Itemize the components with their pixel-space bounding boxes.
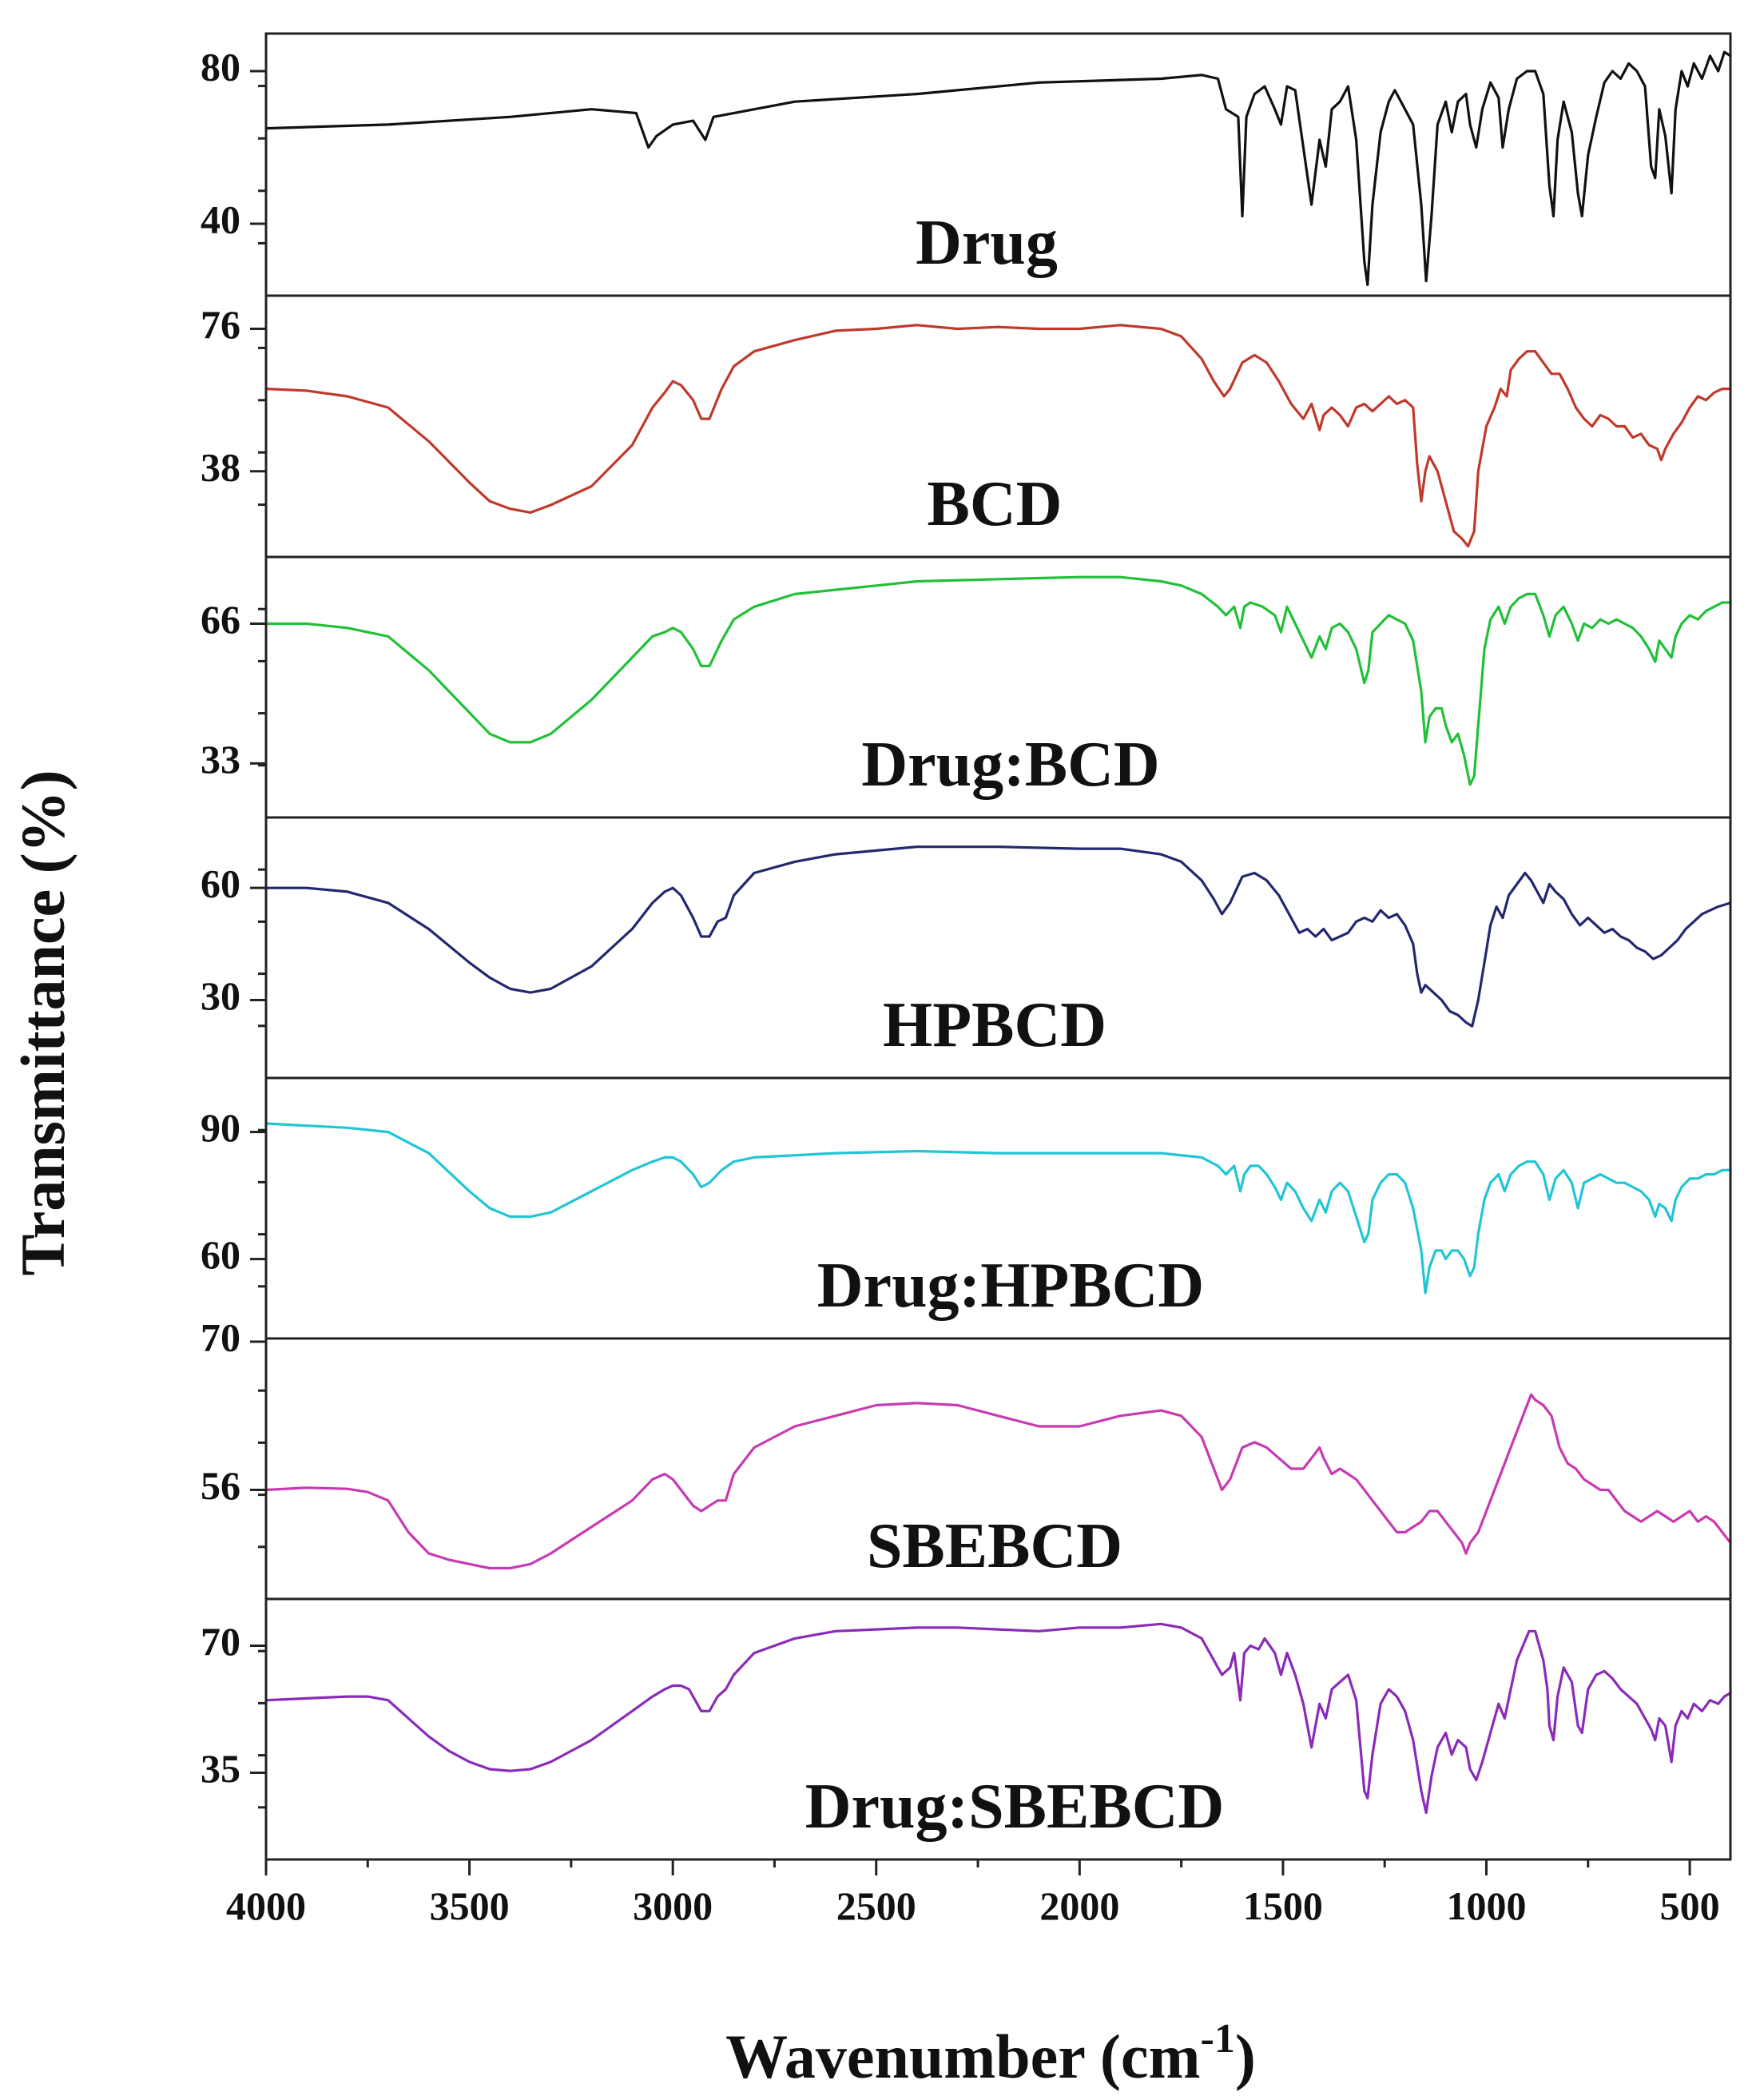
y-tick-label: 76: [201, 302, 240, 347]
y-tick-label: 38: [201, 444, 240, 489]
series-drug-bcd: [264, 575, 1732, 786]
series-bcd: [264, 324, 1732, 548]
series-sbebcd: [264, 1393, 1732, 1570]
y-tick-label: 80: [201, 44, 240, 89]
y-tick-label: 90: [201, 1105, 240, 1150]
panel-label: HPBCD: [883, 990, 1106, 1060]
x-axis-title: Wavenumber (cm-1): [725, 2016, 1256, 2091]
x-tick-label: 2500: [836, 1883, 916, 1928]
series-drug: [264, 50, 1732, 286]
y-axis-title: Transmittance (%): [8, 770, 77, 1275]
series-drug-sbebcd: [264, 1622, 1732, 1815]
panel-label: Drug:SBEBCD: [805, 1772, 1225, 1842]
y-tick-label: 60: [201, 861, 240, 906]
panel-4: 90 60 Drug:HPBCD: [201, 1105, 1732, 1340]
x-tick-label: 3500: [430, 1883, 510, 1928]
y-tick-label: 56: [201, 1463, 240, 1508]
x-tick-label: 1000: [1447, 1883, 1527, 1928]
plot-frame: [264, 32, 1732, 1861]
x-tick-label: 2000: [1039, 1883, 1119, 1928]
panel-label: SBEBCD: [867, 1511, 1122, 1581]
x-tick-label: 1500: [1243, 1883, 1323, 1928]
y-tick-label: 33: [201, 737, 240, 782]
y-tick-label: 40: [201, 197, 240, 241]
x-tick-label: 3000: [633, 1883, 713, 1928]
series-hpbcd: [264, 845, 1732, 1028]
panel-label: Drug:HPBCD: [817, 1251, 1204, 1321]
panel-6: 70 35 Drug:SBEBCD: [201, 1619, 1732, 1842]
panel-3: 60 30 HPBCD: [201, 845, 1732, 1080]
y-tick-label: 70: [201, 1619, 240, 1664]
panel-label: Drug: [916, 208, 1058, 278]
panel-label: BCD: [928, 469, 1063, 539]
y-tick-label: 70: [201, 1314, 240, 1359]
panel-1: 76 38 BCD: [201, 302, 1732, 559]
panels: 80 40 Drug 76 38 BCD 66 33 Drug:BCD 60 30 HPBCD 90 60…: [201, 44, 1732, 1842]
y-tick-label: 66: [201, 597, 240, 642]
x-tick-label: 4000: [226, 1883, 306, 1928]
y-tick-label: 35: [201, 1746, 240, 1791]
panel-0: 80 40 Drug: [201, 44, 1732, 297]
x-axis: 4000 3500 3000 2500 2000 1500 1000 500: [226, 1859, 1720, 1928]
panel-2: 66 33 Drug:BCD: [201, 575, 1732, 819]
y-tick-label: 30: [201, 973, 240, 1018]
y-tick-label: 60: [201, 1232, 240, 1277]
series-drug-hpbcd: [264, 1122, 1732, 1295]
x-tick-label: 500: [1660, 1883, 1720, 1928]
panel-5: 70 56 SBEBCD: [201, 1314, 1732, 1601]
panel-label: Drug:BCD: [861, 730, 1159, 800]
